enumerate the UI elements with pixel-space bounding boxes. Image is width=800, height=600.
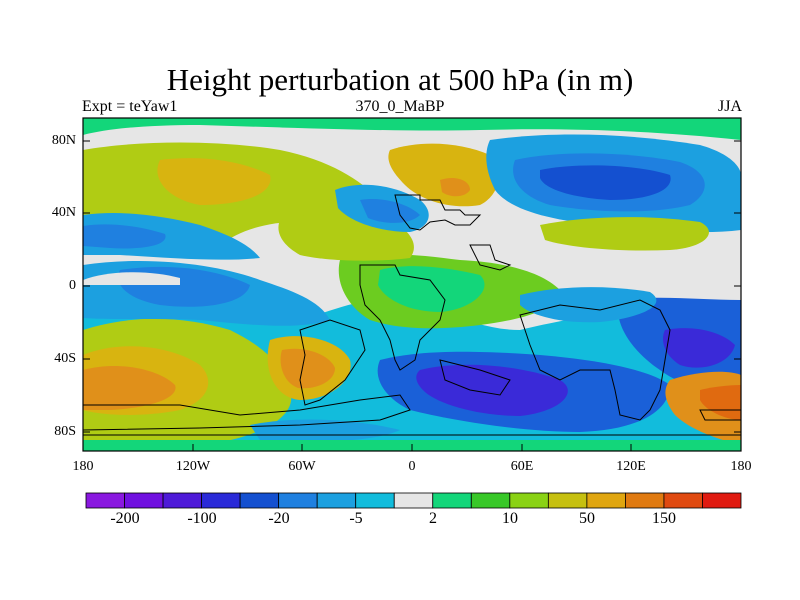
- colorbar-swatch: [201, 492, 241, 509]
- colorbar-swatch: [316, 492, 357, 509]
- colorbar-label: 50: [579, 510, 595, 527]
- colorbar-swatch: [625, 492, 665, 509]
- colorbar-swatch: [586, 492, 626, 509]
- north-pacific-neg-region: [83, 224, 166, 249]
- colorbar-swatch: [239, 492, 280, 509]
- lon-tick-label: 120W: [175, 459, 211, 474]
- south-pacific-strong-pos-region: [83, 365, 176, 410]
- experiment-label: Expt = teYaw1: [82, 98, 178, 115]
- colorbar-label: -5: [349, 510, 363, 527]
- europe-coastline: [394, 194, 482, 231]
- colorbar-label: 150: [652, 510, 676, 527]
- colorbar-label: -100: [187, 510, 217, 527]
- colorbar-swatch: [393, 492, 434, 509]
- arctic-weak-pos-region: [83, 118, 741, 140]
- colorbar-swatch: [355, 492, 395, 509]
- period-label: 370_0_MaBP: [355, 98, 445, 115]
- colorbar-swatch: [509, 492, 549, 509]
- colorbar-swatch: [470, 492, 511, 509]
- africa-coastline: [359, 264, 446, 371]
- south-america-coastline: [299, 319, 366, 406]
- equator-africa-weak-pos-region: [378, 266, 485, 312]
- colorbar-label: -20: [268, 510, 290, 527]
- colorbar-label: -200: [110, 510, 140, 527]
- asia-positive-band-region: [540, 217, 709, 251]
- lat-tick-label: 80S: [54, 424, 76, 439]
- colorbar-swatch: [432, 492, 472, 509]
- coastlines: [83, 194, 741, 436]
- north-pacific-pos3-region: [157, 158, 271, 205]
- south-indian-strong-neg-region: [416, 364, 568, 416]
- map-title: Height perturbation at 500 hPa (in m): [166, 62, 634, 97]
- lon-tick-label: 180: [72, 459, 94, 474]
- contour-field: [83, 118, 741, 451]
- lat-tick-label: 40N: [51, 205, 76, 220]
- colorbar-swatch: [547, 492, 588, 509]
- australia-region-coastline: [519, 299, 671, 421]
- south-atlantic-strong-pos-region: [280, 348, 335, 389]
- colorbar-swatch: [124, 492, 164, 509]
- antarctica-coastline: [83, 394, 411, 431]
- europe-positive-region: [388, 143, 499, 207]
- lon-tick-label: 120E: [616, 459, 646, 474]
- lon-tick-label: 60W: [288, 459, 316, 474]
- south-east-strong-neg-region: [662, 328, 735, 368]
- north-asia-strong-neg-region: [540, 165, 671, 200]
- axis-ticks: [82, 140, 742, 451]
- east-antarctic-coastline: [699, 409, 741, 421]
- mediterranean-neg-region: [360, 199, 420, 223]
- equator-neutral-strip: [83, 272, 180, 285]
- colorbar-label: 2: [429, 510, 437, 527]
- colorbar-label: 10: [502, 510, 518, 527]
- colorbar-swatch: [702, 492, 742, 509]
- lon-tick-label: 0: [408, 459, 416, 474]
- lat-tick-label: 40S: [54, 351, 76, 366]
- europe-strong-pos-region: [440, 178, 470, 197]
- lat-tick-label: 80N: [51, 133, 76, 148]
- lon-tick-label: 60E: [510, 459, 534, 474]
- colorbar-swatch: [162, 492, 202, 509]
- lat-tick-label: 0: [69, 278, 76, 293]
- southern-coast-outline: [439, 359, 511, 396]
- colorbar-swatch: [663, 492, 703, 509]
- equator-indian-weak-neg-region: [520, 287, 657, 323]
- south-east-max-pos-region: [700, 385, 741, 420]
- colorbar-swatch: [85, 492, 125, 509]
- season-label: JJA: [717, 98, 742, 115]
- colorbar-swatch: [278, 492, 318, 509]
- arabia-coastline: [469, 244, 512, 271]
- lon-tick-label: 180: [730, 459, 752, 474]
- colorbar: [85, 492, 742, 509]
